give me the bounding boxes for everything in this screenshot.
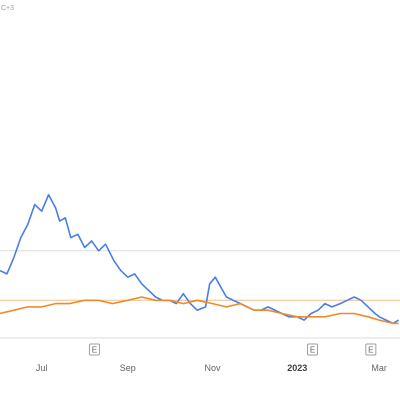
- event-marker-label-1: E: [310, 346, 315, 355]
- corner-label: C+3: [1, 5, 14, 12]
- x-tick-label-3: 2023: [287, 363, 307, 373]
- grid-layer: [0, 250, 400, 339]
- event-marker-label-0: E: [92, 346, 97, 355]
- series-line-1: [0, 296, 399, 325]
- event-marker-1[interactable]: [307, 343, 318, 356]
- x-tick-label-4: Mar: [371, 363, 387, 373]
- x-tick-label-0: Jul: [36, 363, 48, 373]
- event-marker-0[interactable]: [88, 343, 100, 356]
- x-axis: Jul Sep Nov 2023 Mar: [36, 363, 387, 373]
- event-marker-2[interactable]: [365, 343, 377, 356]
- x-tick-label-2: Nov: [204, 363, 221, 373]
- event-marker-label-2: E: [368, 346, 373, 355]
- x-tick-label-1: Sep: [120, 363, 136, 373]
- series-line-0: [0, 193, 400, 325]
- series-layer: [0, 193, 400, 325]
